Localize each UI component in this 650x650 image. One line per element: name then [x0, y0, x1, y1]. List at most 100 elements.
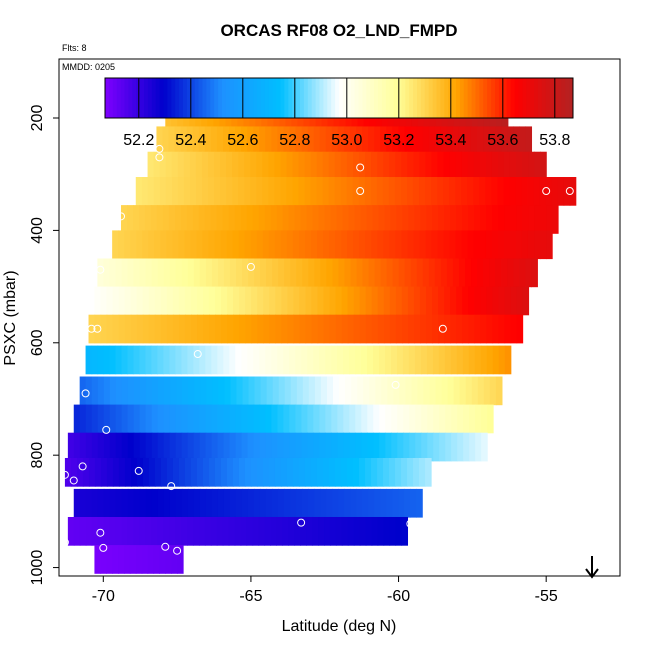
heatmap-cell	[159, 151, 167, 181]
heatmap-cell	[323, 314, 331, 344]
heatmap-cell	[387, 376, 394, 406]
heatmap-cell	[221, 286, 228, 316]
heatmap-cell	[527, 177, 535, 206]
heatmap-cell	[127, 432, 135, 462]
heatmap-cell	[310, 457, 318, 487]
heatmap-cell	[449, 230, 457, 260]
heatmap-cell	[112, 457, 120, 487]
heatmap-cell	[513, 258, 520, 288]
heatmap-cell	[343, 432, 350, 462]
heatmap-cell	[492, 345, 500, 375]
heatmap-cell	[356, 126, 363, 156]
heatmap-cell	[347, 230, 354, 260]
heatmap-cell	[300, 516, 307, 546]
heatmap-cell	[202, 457, 210, 487]
heatmap-cell	[284, 258, 291, 288]
heatmap-cell	[411, 376, 419, 406]
heatmap-cell	[403, 404, 410, 434]
heatmap-cell	[199, 404, 207, 434]
heatmap-cell	[271, 345, 278, 375]
heatmap-cell	[359, 516, 367, 546]
heatmap-cell	[196, 177, 203, 206]
colorbar-segment	[491, 78, 496, 118]
heatmap-cell	[147, 545, 155, 574]
heatmap-cell	[338, 488, 345, 518]
heatmap-cell	[437, 230, 445, 260]
heatmap-cell	[175, 258, 183, 288]
heatmap-cell	[290, 488, 297, 518]
heatmap-cell	[109, 516, 117, 546]
heatmap-cell	[434, 258, 442, 288]
heatmap-cell	[480, 345, 488, 375]
heatmap-cell	[353, 230, 360, 260]
heatmap-cell	[135, 545, 143, 574]
colorbar-segment	[342, 78, 348, 118]
heatmap-cell	[498, 345, 506, 375]
heatmap-cell	[182, 376, 189, 406]
heatmap-cell	[311, 230, 318, 260]
heatmap-cell	[435, 376, 443, 406]
heatmap-cell	[314, 488, 321, 518]
heatmap-cell	[486, 286, 493, 316]
heatmap-cell	[342, 205, 350, 234]
colorbar-segment	[214, 78, 219, 118]
colorbar-segment	[276, 78, 281, 118]
colorbar-segment	[183, 78, 188, 118]
heatmap-cell	[100, 457, 108, 487]
colorbar-tick-label: 52.8	[279, 132, 310, 149]
heatmap-cell	[129, 545, 137, 574]
heatmap-cell	[487, 404, 494, 434]
heatmap-cell	[438, 286, 445, 316]
flight-point	[438, 324, 447, 333]
heatmap-cell	[450, 286, 457, 316]
heatmap-cell	[507, 258, 514, 288]
colorbar-segment	[413, 78, 418, 118]
heatmap-cell	[288, 205, 296, 234]
colorbar-segment	[346, 78, 352, 118]
heatmap-cell	[513, 126, 520, 156]
heatmap-cell	[395, 457, 402, 487]
heatmap-cell	[142, 314, 150, 344]
colorbar-segment	[315, 78, 320, 118]
heatmap-cell	[337, 345, 344, 375]
heatmap-cell	[444, 205, 451, 234]
heatmap-cell	[226, 457, 234, 487]
heatmap-cell	[196, 286, 204, 316]
heatmap-cell	[486, 205, 493, 234]
heatmap-cell	[485, 177, 492, 206]
heatmap-cell	[329, 314, 337, 344]
heatmap-cell	[79, 404, 87, 434]
heatmap-cell	[127, 258, 135, 288]
heatmap-cell	[178, 457, 186, 487]
heatmap-cell	[156, 126, 164, 156]
colorbar-segment	[362, 78, 367, 118]
heatmap-cell	[91, 404, 99, 434]
heatmap-cell	[79, 432, 87, 462]
heatmap-cell	[371, 457, 378, 487]
heatmap-cell	[184, 230, 192, 260]
heatmap-cell	[385, 432, 392, 462]
heatmap-cell	[162, 205, 170, 234]
heatmap-cell	[169, 516, 176, 546]
heatmap-cell	[474, 205, 481, 234]
colorbar-segment	[444, 78, 449, 118]
heatmap-cell	[106, 545, 113, 574]
heatmap-cell	[262, 177, 269, 206]
heatmap-cell	[235, 432, 243, 462]
heatmap-cell	[433, 404, 440, 434]
heatmap-cell	[210, 516, 218, 546]
heatmap-cell	[263, 314, 270, 344]
heatmap-cell	[217, 488, 225, 518]
heatmap-cell	[503, 151, 511, 181]
heatmap-cell	[220, 177, 227, 206]
colorbar-segment	[190, 78, 196, 118]
heatmap-cell	[457, 432, 464, 462]
colorbar-segment	[514, 78, 519, 118]
heatmap-cell	[407, 151, 414, 181]
heatmap-cell	[379, 404, 386, 434]
heatmap-cell	[438, 205, 445, 234]
heatmap-cell	[398, 258, 406, 288]
heatmap-cell	[151, 432, 159, 462]
colorbar-segment	[487, 78, 492, 118]
heatmap-cell	[208, 177, 215, 206]
